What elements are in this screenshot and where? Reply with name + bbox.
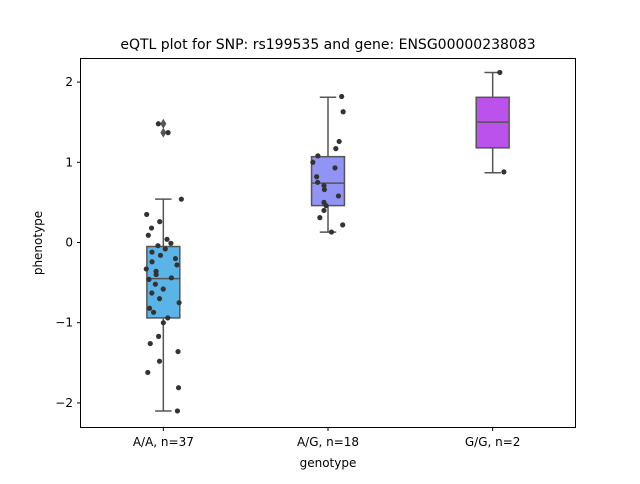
data-point [321, 199, 327, 205]
data-point [315, 179, 321, 185]
outlier-marker [160, 118, 167, 129]
data-point [333, 146, 339, 152]
data-point [165, 315, 171, 321]
data-point [321, 182, 327, 189]
data-point [160, 286, 166, 292]
chart-title: eQTL plot for SNP: rs199535 and gene: EN… [120, 37, 535, 53]
outlier-marker [160, 127, 167, 138]
data-point [321, 207, 327, 214]
y-tick-label: −2 [55, 396, 73, 410]
data-point [149, 290, 155, 296]
data-point [148, 225, 155, 231]
data-point [145, 232, 151, 238]
data-point [310, 159, 316, 165]
y-tick-label: 0 [65, 236, 73, 250]
data-point [172, 255, 179, 262]
x-tick-label: G/G, n=2 [465, 435, 521, 449]
data-point [156, 358, 163, 364]
data-point [150, 309, 157, 315]
data-point [174, 262, 180, 268]
data-point [497, 69, 503, 76]
data-point [339, 93, 345, 100]
data-point [335, 193, 342, 199]
x-tick-label: A/A, n=37 [133, 435, 194, 449]
data-point [501, 169, 507, 175]
data-point [155, 333, 162, 339]
data-point [152, 281, 158, 287]
data-point [156, 296, 163, 302]
data-point [155, 243, 161, 249]
data-point [168, 240, 174, 246]
data-point [162, 246, 168, 252]
y-tick-label: −1 [55, 316, 73, 330]
data-point [174, 408, 181, 414]
data-point [157, 252, 164, 258]
y-tick-label: 2 [65, 75, 73, 89]
data-point [332, 165, 338, 171]
data-point [144, 211, 150, 218]
data-point [153, 268, 159, 274]
data-point [146, 305, 153, 311]
data-point [336, 138, 342, 145]
data-point [175, 385, 182, 391]
data-point [149, 249, 155, 255]
data-point [315, 153, 321, 159]
x-axis-label: genotype [300, 456, 357, 470]
data-point [147, 340, 153, 347]
data-point [155, 121, 161, 127]
data-point [149, 259, 155, 265]
data-point [314, 174, 320, 180]
data-point [340, 109, 346, 115]
x-tick-label: A/G, n=18 [297, 435, 359, 449]
data-point [157, 219, 163, 225]
data-point [145, 369, 151, 376]
data-point [160, 320, 166, 326]
data-point [164, 236, 170, 242]
data-point [328, 229, 335, 235]
data-point [178, 196, 184, 202]
data-point [317, 215, 323, 221]
data-point [168, 275, 175, 281]
data-point [340, 222, 346, 228]
data-point [165, 130, 171, 136]
data-point [321, 186, 328, 193]
data-point [143, 266, 149, 272]
data-point [146, 276, 152, 282]
y-axis-label: phenotype [31, 211, 45, 275]
data-point [176, 300, 182, 306]
y-tick-label: 1 [65, 155, 73, 169]
data-point [175, 348, 181, 355]
